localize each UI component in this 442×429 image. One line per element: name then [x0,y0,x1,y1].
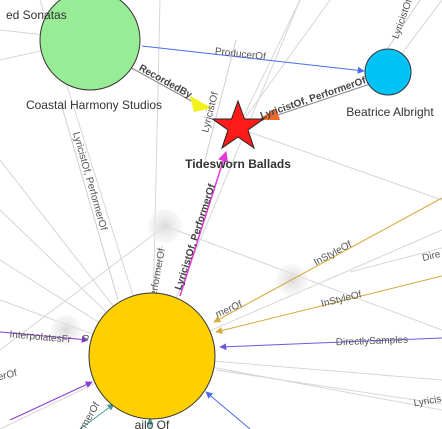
edge-label-interpolates: InterpolatesFr [9,329,72,345]
edge-directly-samples [219,337,442,351]
lyricist-arrow-icon [258,108,280,120]
edge-lyricist-performer-hub [179,150,229,297]
edge-blue-bottom [205,391,251,429]
edge-label-performer-left: erOf [0,368,18,383]
edge-label-interpolates-tail: P [83,334,90,345]
recorded-by-arrow-icon [190,96,212,112]
node-label-beatrice: Beatrice Albright [346,105,434,119]
edge-dire [349,247,442,273]
edge-in-style-of-1 [213,197,442,323]
node-coastal-harmony-studios [39,0,141,91]
edge-lyricist-performer-beatrice [259,83,371,122]
edge-lyricis [215,369,442,405]
edge-label-lyricist-performer-left: LyricistOf, PerformerOf [70,131,109,232]
edge-label-recorded-by: RecordedBy [137,63,194,101]
node-hub [88,292,216,420]
edge-performer-short [151,245,163,301]
edge-label-in-style-of-1: InStyleOf [312,239,354,268]
edge-lyricist-mid [204,39,237,161]
node-beatrice-albright [364,48,412,96]
node-label-bottom-fragment: ailo Of [135,418,170,429]
edge-lyricist-top [387,0,421,49]
ghost-node-1 [148,209,182,243]
node-label-top-left: ed Sonatas [6,8,67,22]
edge-label-lyricist-performer-hub: LyricistOf, PerformerOf [173,182,218,291]
node-label-focus: Tidesworn Ballads [185,157,291,171]
edge-label-directly-samples: DirectlySamples [336,335,409,349]
edge-interpolates [0,331,89,343]
edge-teal-1 [79,403,115,429]
edge-lyricist-performer-left [59,99,119,301]
edge-label-lyricist-top: LyricistOf [390,0,415,40]
edge-label-dire: Dire [421,249,442,264]
edge-label-lyricist-mid: LyricistOf [200,91,221,134]
edge-label-producer-of: ProducerOf [214,46,266,63]
node-label-studio: Coastal Harmony Studios [26,98,162,112]
edge-label-performer-right: merOf [214,299,244,320]
edge-producer-of [141,45,365,74]
edge-purple-left [9,381,93,421]
node-tidesworn-ballads-star-icon [210,99,266,150]
edge-label-lyricis: Lyricis [413,394,442,410]
edge-in-style-of-2 [215,275,442,334]
